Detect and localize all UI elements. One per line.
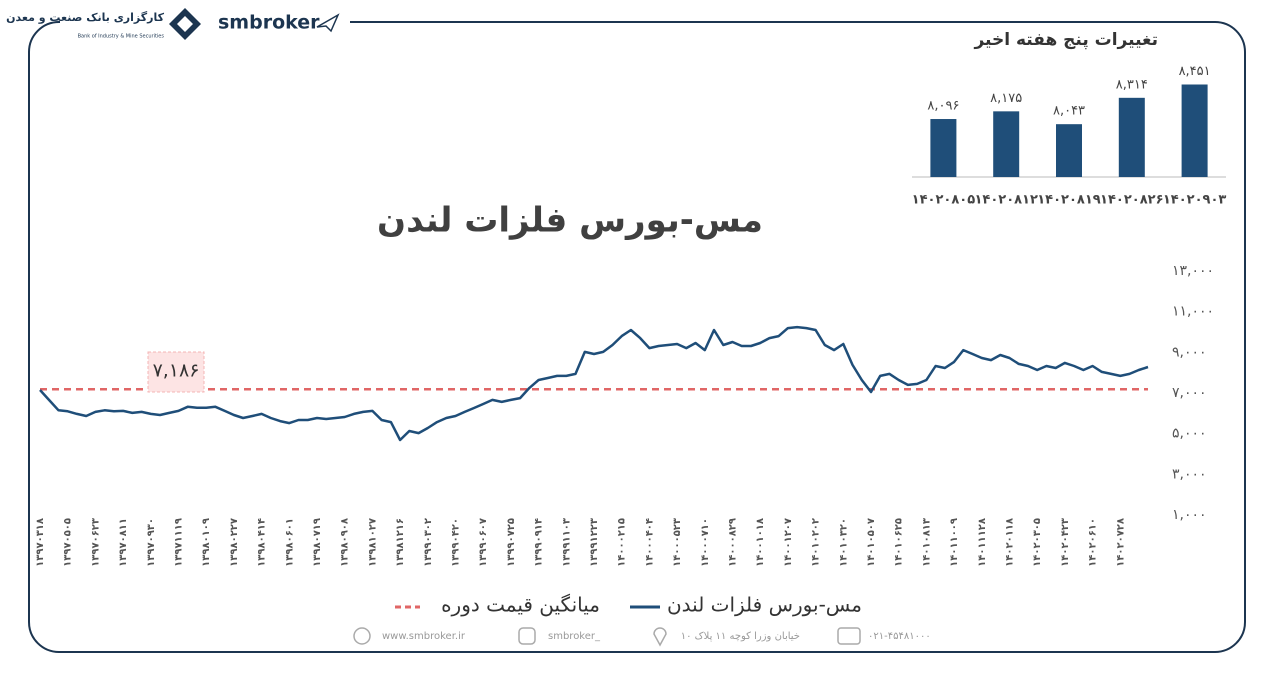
footer-phone: ۰۲۱-۴۵۴۸۱۰۰۰ [868,631,931,642]
mean-label-bg [147,351,205,393]
x-tick-label: ۱۴۰۲۰۶۱۰ [1088,518,1099,567]
x-tick-label: ۱۴۰۲۰۹۰۳ [1163,193,1227,208]
bank-name: کارگزاری بانک صنعت و معدن [6,11,164,24]
inset-title: تغییرات پنج هفته اخیر [973,30,1158,50]
bar-value-label: ۸,۳۱۴ [1116,77,1148,92]
x-tick-label: ۱۴۰۰۱۲۰۷ [783,518,794,567]
frame [28,21,1246,653]
bar-value-label: ۸,۰۴۳ [1053,104,1085,119]
x-tick-label: ۱۴۰۲۰۳۰۵ [1032,518,1043,567]
x-tick-label: ۱۴۰۱۱۰۰۹ [949,518,960,567]
x-tick-label: ۱۳۹۸۰۷۱۹ [312,518,323,567]
x-tick-label: ۱۴۰۱۱۱۲۸ [977,518,988,567]
x-tick-label: ۱۳۹۸۱۰۲۷ [367,518,378,567]
bank-subtitle: Bank of Industry & Mine Securities [78,34,165,40]
x-tick-label: ۱۳۹۹۰۴۲۰ [451,518,462,567]
instagram-icon [518,627,536,645]
x-tick-label: ۱۳۹۹۰۹۱۴ [534,518,545,567]
footer: www.smbroker.ir smbroker_ خیابان وزرا کو… [353,627,931,647]
x-tick-label: ۱۳۹۷۰۹۳۰ [146,518,157,567]
bar-value-label: ۸,۴۵۱ [1179,64,1211,79]
x-tick-label: ۱۴۰۰۰۲۱۵ [617,518,628,567]
x-tick-label: ۱۳۹۸۰۲۲۷ [229,518,240,567]
x-tick-label: ۱۳۹۹۰۷۲۵ [506,518,517,567]
x-tick-label: ۱۴۰۲۰۴۲۳ [1060,518,1071,567]
x-tick-label: ۱۳۹۹۱۱۰۳ [561,518,572,567]
x-tick-label: ۱۴۰۱۰۳۲۰ [838,518,849,567]
bar [930,119,957,177]
x-tick-label: ۱۳۹۸۰۱۰۹ [201,518,212,567]
x-tick-label: ۱۳۹۹۰۶۰۷ [478,518,489,567]
bar-value-label: ۸,۰۹۶ [927,99,959,114]
x-tick-label: ۱۴۰۲۰۸۱۹ [1037,193,1101,208]
x-tick-label: ۱۴۰۱۰۲۰۲ [811,518,822,567]
brand: smbroker [218,12,320,34]
x-tick-label: ۱۴۰۲۰۷۲۸ [1115,518,1126,567]
x-tick-label: ۱۳۹۹۰۳۰۲ [423,518,434,567]
bar [1056,124,1082,177]
chart-area: مس-بورس فلزات لندن ۱,۰۰۰ ۳,۰۰۰ ۵,۰۰۰ ۷,۰۰۰ ۹,… [35,30,1226,617]
x-tick-label: ۱۳۹۷۰۸۱۱ [118,518,129,567]
phone-icon [837,627,861,645]
x-tick-label: ۱۴۰۲۰۸۱۲ [974,193,1038,208]
x-tick-label: ۱۴۰۰۰۴۰۴ [644,518,655,567]
chart-title: مس-بورس فلزات لندن [377,201,763,241]
legend-label: مس-بورس فلزات لندن [667,593,862,617]
x-tick-label: ۱۳۹۸۰۶۰۱ [284,518,295,567]
x-tick-label: ۱۴۰۰۱۰۱۸ [755,518,766,567]
line-series [39,325,1149,442]
x-tick-label: ۱۴۰۱۰۸۱۳ [921,518,932,567]
location-icon [653,627,667,647]
footer-address: خیابان وزرا کوچه ۱۱ پلاک ۱۰ [681,631,800,642]
x-tick-label: ۱۴۰۰۰۸۲۹ [728,518,739,567]
footer-instagram: smbroker_ [548,631,601,642]
y-tick-label: ۱۱,۰۰۰ [1172,304,1214,320]
legend-label: میانگین قیمت دوره [441,593,600,617]
y-tick-label: ۱,۰۰۰ [1172,507,1207,523]
x-tick-label: ۱۳۹۷۰۳۱۸ [35,518,46,567]
x-tick-label: ۱۳۹۸۱۲۱۶ [395,518,406,567]
y-tick-label: ۱۳,۰۰۰ [1172,263,1214,279]
bank-logo: کارگزاری بانک صنعت و معدن Bank of Indust… [6,8,201,40]
bar-value-label: ۸,۱۷۵ [990,91,1022,106]
header-bg [60,5,350,41]
x-tick-label: ۱۴۰۱۰۶۲۵ [894,518,905,567]
mean-label: ۷,۱۸۶ [153,360,200,382]
x-tick-label: ۱۳۹۸۰۹۰۸ [340,518,351,567]
x-tick-label: ۱۴۰۰۰۵۲۳ [672,518,683,567]
x-tick-label: ۱۳۹۹۱۲۲۳ [589,518,600,567]
bar [1118,97,1145,177]
x-tick-label: ۱۴۰۲۰۸۰۵ [912,193,976,208]
x-tick-label: ۱۳۹۷۰۵۰۵ [63,518,74,567]
bar [993,111,1020,177]
y-tick-label: ۷,۰۰۰ [1172,385,1207,401]
y-tick-label: ۹,۰۰۰ [1172,344,1207,360]
x-tick-label: ۱۴۰۰۰۷۱۰ [700,518,711,567]
y-tick-label: ۵,۰۰۰ [1172,426,1207,442]
brand-icon [316,13,340,33]
x-tick-label: ۱۳۹۷۱۱۱۹ [174,518,185,567]
web-icon [353,627,371,645]
x-tick-label: ۱۳۹۷۰۶۲۳ [90,518,101,567]
bar [1181,84,1208,177]
x-tick-label: ۱۳۹۸۰۴۱۴ [257,518,268,567]
footer-website: www.smbroker.ir [382,631,466,642]
x-tick-label: ۱۴۰۲۰۱۱۸ [1005,518,1016,567]
x-tick-label: ۱۴۰۱۰۵۰۷ [866,518,877,567]
x-tick-label: ۱۴۰۲۰۸۲۶ [1100,193,1163,208]
y-tick-label: ۳,۰۰۰ [1172,466,1207,482]
